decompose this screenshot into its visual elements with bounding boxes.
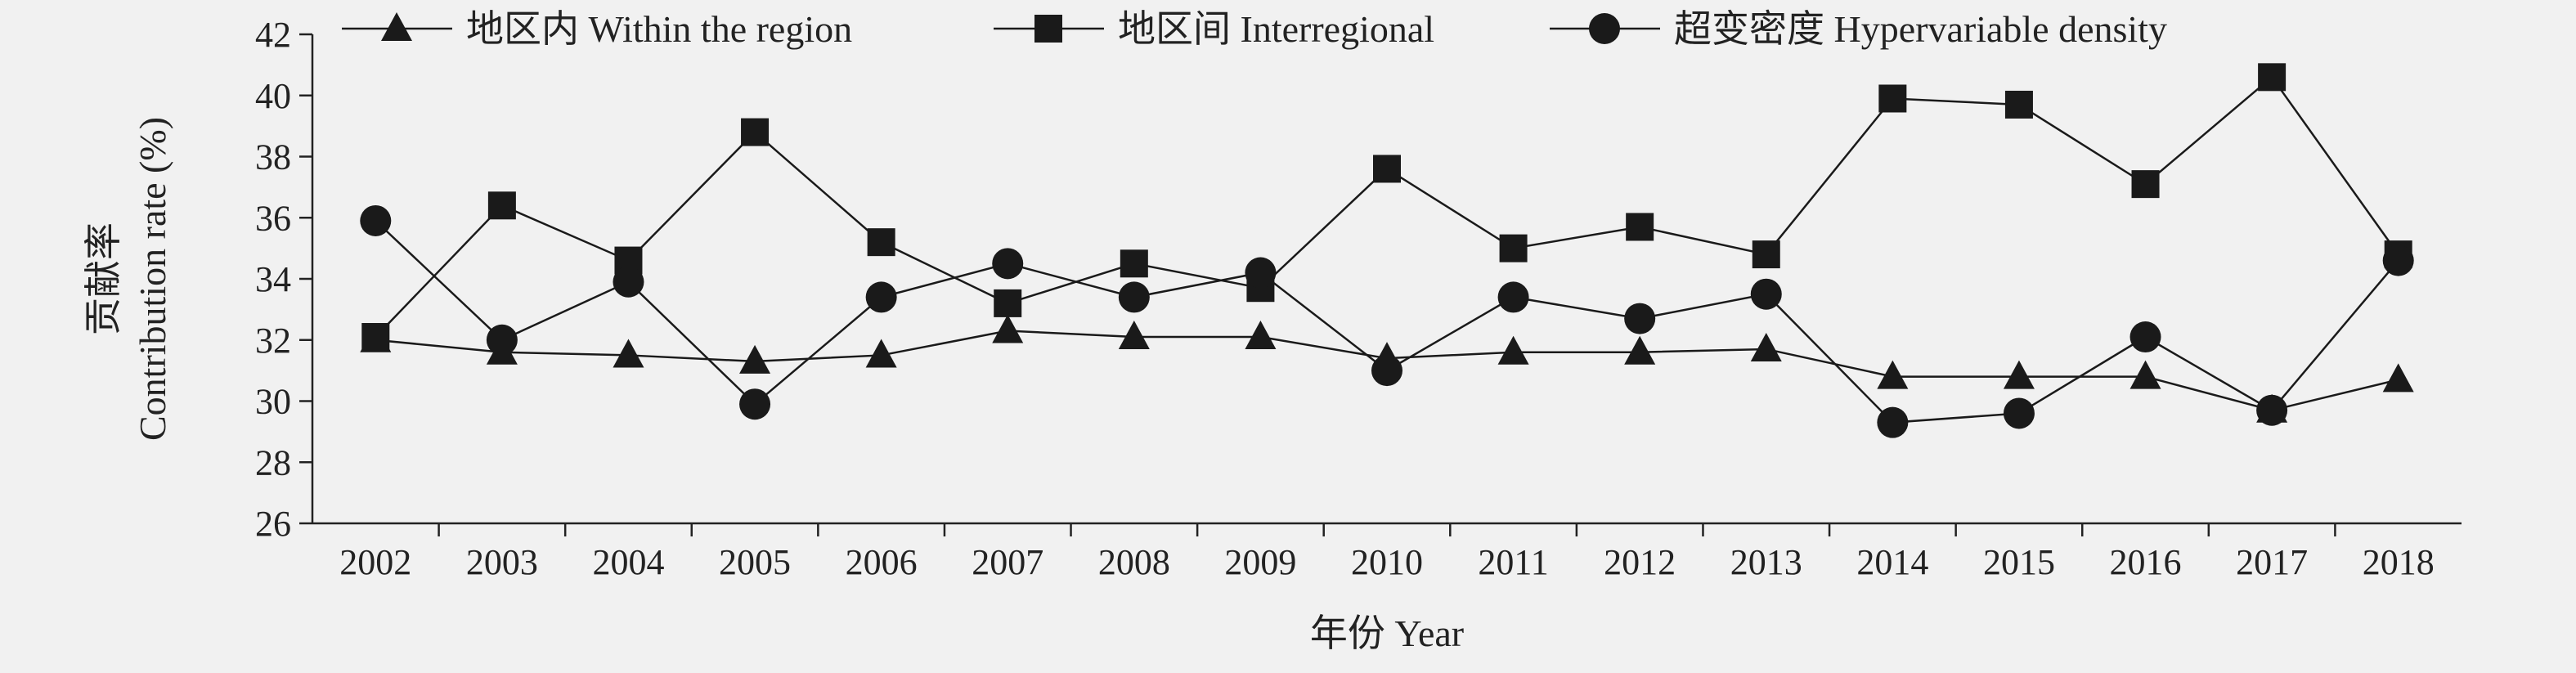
data-point-triangle xyxy=(2129,360,2161,389)
data-point-circle xyxy=(992,248,1024,280)
data-point-circle xyxy=(486,324,518,356)
x-tick-label: 2014 xyxy=(1856,542,1928,582)
y-tick-label: 40 xyxy=(255,76,291,116)
x-tick-label: 2018 xyxy=(2363,542,2435,582)
data-point-square xyxy=(741,118,770,146)
data-point-triangle xyxy=(1245,321,1277,350)
legend-label: 超变密度 Hypervariable density xyxy=(1674,8,2167,50)
data-point-circle xyxy=(1750,278,1782,310)
legend-label: 地区内 Within the region xyxy=(466,8,852,50)
data-point-circle xyxy=(2003,397,2035,429)
x-tick-label: 2011 xyxy=(1478,542,1548,582)
data-point-triangle xyxy=(1750,332,1782,361)
data-point-square xyxy=(361,323,390,352)
data-point-circle xyxy=(360,204,392,236)
legend-marker-triangle xyxy=(381,12,412,41)
legend: 地区内 Within the region 地区间 Interregional 超变… xyxy=(342,8,2167,50)
data-point-square xyxy=(1373,155,1401,183)
data-point-square xyxy=(1878,84,1907,113)
legend-item: 地区内 Within the region xyxy=(342,8,852,50)
data-point-square xyxy=(867,228,895,257)
data-point-circle xyxy=(1624,303,1656,334)
data-point-circle xyxy=(1245,257,1277,289)
series-layer xyxy=(360,63,2414,438)
data-point-square xyxy=(1499,234,1528,262)
x-tick-label: 2009 xyxy=(1224,542,1296,582)
data-point-circle xyxy=(1371,355,1402,387)
data-point-square xyxy=(2131,170,2160,199)
data-point-triangle xyxy=(992,314,1024,343)
data-point-square xyxy=(1120,249,1148,278)
data-point-triangle xyxy=(1877,360,1909,389)
x-tick-label: 2013 xyxy=(1730,542,1802,582)
data-point-square xyxy=(994,289,1022,317)
data-point-circle xyxy=(739,388,771,420)
series-line xyxy=(375,220,2399,424)
legend-marker-circle xyxy=(1589,13,1620,44)
x-tick-label: 2004 xyxy=(592,542,664,582)
data-point-circle xyxy=(613,266,644,298)
legend-item: 超变密度 Hypervariable density xyxy=(1550,8,2167,50)
series-square xyxy=(361,63,2412,352)
data-point-circle xyxy=(865,281,897,313)
x-tick-label: 2005 xyxy=(719,542,791,582)
x-tick-label: 2010 xyxy=(1351,542,1423,582)
data-point-circle xyxy=(2256,394,2288,426)
x-tick-label: 2006 xyxy=(846,542,918,582)
y-tick-label: 28 xyxy=(255,442,291,482)
x-ticks: 2002 2003 2004 2005 2006 2007 2008 2009 2010 2011… xyxy=(339,523,2435,582)
data-point-square xyxy=(2004,90,2033,119)
y-tick-label: 42 xyxy=(255,15,291,55)
y-tick-label: 26 xyxy=(255,504,291,544)
data-point-triangle xyxy=(1624,335,1656,365)
legend-marker-square xyxy=(1034,15,1062,43)
series-line xyxy=(375,75,2399,338)
data-point-triangle xyxy=(2003,360,2035,389)
data-point-circle xyxy=(1877,406,1909,438)
data-point-circle xyxy=(2382,245,2414,276)
data-point-circle xyxy=(2129,321,2161,353)
x-axis-title: 年份 Year xyxy=(1310,612,1464,654)
x-tick-label: 2002 xyxy=(339,542,411,582)
y-tick-label: 32 xyxy=(255,321,291,361)
y-tick-label: 36 xyxy=(255,198,291,238)
data-point-circle xyxy=(1118,281,1150,313)
data-point-square xyxy=(1626,213,1654,241)
x-tick-label: 2007 xyxy=(972,542,1043,582)
x-tick-label: 2008 xyxy=(1098,542,1170,582)
y-ticks: 26 28 30 32 34 36 38 40 42 xyxy=(255,15,312,544)
y-tick-label: 34 xyxy=(255,259,291,299)
y-tick-label: 38 xyxy=(255,137,291,177)
x-tick-label: 2017 xyxy=(2236,542,2308,582)
y-tick-label: 30 xyxy=(255,382,291,422)
data-point-triangle xyxy=(613,339,644,368)
x-tick-label: 2012 xyxy=(1604,542,1676,582)
legend-item: 地区间 Interregional xyxy=(994,8,1434,50)
data-point-triangle xyxy=(2382,363,2414,393)
legend-label: 地区间 Interregional xyxy=(1118,8,1434,50)
data-point-square xyxy=(1752,240,1780,269)
data-point-triangle xyxy=(1118,321,1150,350)
data-point-triangle xyxy=(1497,335,1529,365)
x-tick-label: 2003 xyxy=(466,542,538,582)
y-axis-title-en: Contribution rate (%) xyxy=(132,117,173,441)
series-circle xyxy=(360,204,2414,438)
data-point-triangle xyxy=(739,344,771,374)
data-point-circle xyxy=(1497,281,1529,313)
y-axis-title-cn: 贡献率 xyxy=(83,222,124,335)
data-point-triangle xyxy=(865,339,897,368)
data-point-square xyxy=(2258,63,2287,92)
x-tick-label: 2015 xyxy=(1983,542,2055,582)
data-point-square xyxy=(487,191,516,220)
x-tick-label: 2016 xyxy=(2110,542,2182,582)
